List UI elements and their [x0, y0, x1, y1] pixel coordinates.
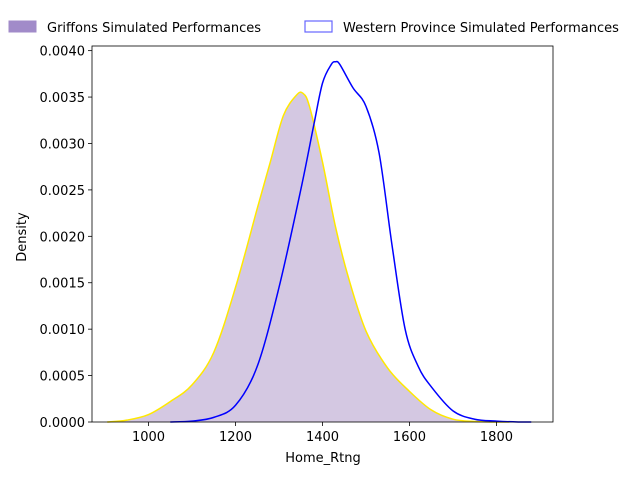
y-tick-label: 0.0025 [40, 184, 86, 199]
y-tick-label: 0.0005 [40, 370, 86, 385]
plot-area [91, 45, 554, 423]
legend-swatch-western-province [304, 20, 333, 33]
legend-swatch-griffons [8, 20, 37, 33]
y-tick-label: 0.0015 [40, 277, 86, 292]
x-tick-label: 1000 [132, 430, 165, 445]
y-tick-label: 0.0035 [40, 91, 86, 106]
y-axis: 0.0000 0.0005 0.0010 0.0015 0.0020 0.0025 0.00… [40, 45, 92, 431]
x-tick-label: 1600 [393, 430, 426, 445]
western-province-density-line [170, 60, 532, 423]
x-tick-label: 1800 [480, 430, 513, 445]
y-tick-label: 0.0010 [40, 323, 86, 338]
y-tick-label: 0.0020 [40, 230, 86, 245]
griffons-density-fill [107, 92, 510, 423]
legend: Griffons Simulated Performances Western … [8, 20, 619, 36]
y-axis-label: Density [15, 212, 30, 262]
y-tick-label: 0.0040 [40, 45, 86, 60]
x-axis-label: Home_Rtng [285, 451, 361, 466]
legend-label-western-province: Western Province Simulated Performances [343, 21, 619, 36]
x-tick-label: 1400 [306, 430, 339, 445]
y-tick-label: 0.0000 [40, 416, 86, 431]
x-tick-label: 1200 [219, 430, 252, 445]
x-axis: 1000 1200 1400 1600 1800 [132, 422, 513, 445]
y-tick-label: 0.0030 [40, 137, 86, 152]
legend-label-griffons: Griffons Simulated Performances [47, 21, 261, 36]
griffons-density-line [107, 91, 510, 423]
